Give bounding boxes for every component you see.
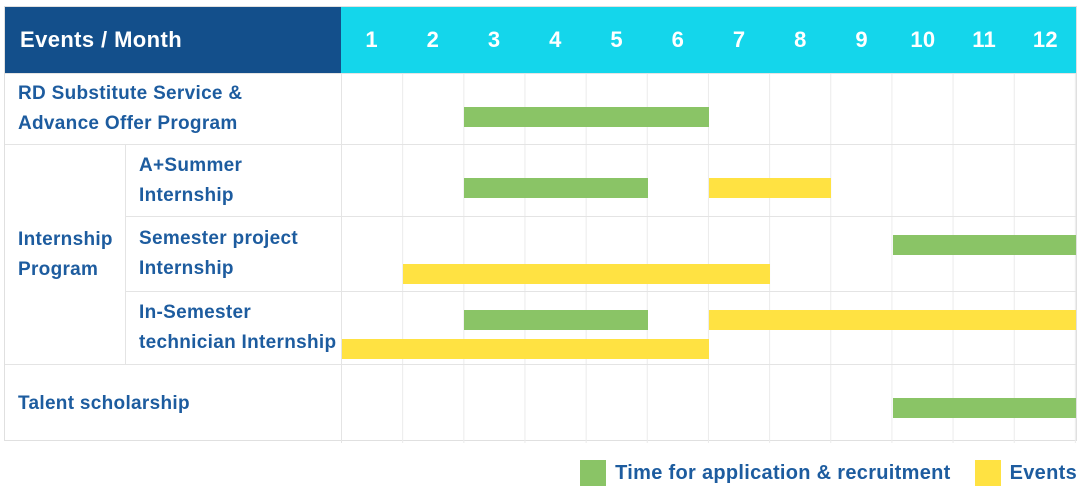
row-label-a-plus-summer: A+Summer Internship (125, 145, 341, 216)
month-header-5: 5 (610, 27, 623, 52)
row-label-line: Internship (139, 258, 234, 279)
row-label-line: Advance Offer Program (18, 113, 238, 134)
row-label-line: Talent scholarship (18, 393, 190, 414)
application-bar (892, 398, 1076, 418)
legend-item-events: Events (974, 460, 1077, 486)
gantt-track-talent-scholarship (341, 365, 1076, 443)
month-header-4: 4 (549, 27, 562, 52)
month-header-3: 3 (487, 27, 501, 52)
month-header-11: 11 (972, 27, 997, 52)
application-bar (464, 107, 709, 127)
event-bar (709, 310, 1076, 330)
event-bar (709, 178, 832, 198)
row-label-in-semester-technician: In-Semester technician Internship (125, 292, 341, 364)
row-label-line: Internship (139, 184, 234, 206)
internship-program-group: Internship Program A+Summer Internship S… (5, 144, 1076, 364)
table-row: Semester project Internship (125, 216, 1076, 291)
application-bar (892, 235, 1076, 255)
table-row: RD Substitute Service & Advance Offer Pr… (5, 73, 1076, 144)
schedule-table: Events / Month 1 2 3 4 5 6 7 8 9 10 11 12 RD Substi… (4, 6, 1077, 443)
row-label-rd-substitute: RD Substitute Service & Advance Offer Pr… (5, 74, 341, 144)
row-label-line: Semester project (139, 228, 298, 249)
table-title: Events / Month (20, 27, 183, 52)
row-label-line: RD Substitute Service & (18, 83, 243, 104)
gantt-track-in-semester-technician (341, 292, 1076, 364)
gantt-track-rd-substitute (341, 74, 1076, 144)
group-label-internship-program: Internship Program (5, 145, 125, 364)
internship-program-rows: A+Summer Internship Semester project Int… (125, 145, 1076, 364)
events-color-swatch-icon (974, 460, 1001, 486)
event-bar (342, 339, 709, 359)
row-label-talent-scholarship: Talent scholarship (5, 365, 341, 443)
row-label-semester-project: Semester project Internship (125, 217, 341, 291)
legend-label-events: Events (1009, 461, 1077, 484)
application-color-swatch-icon (580, 460, 607, 486)
month-header-row: 1 2 3 4 5 6 7 8 9 10 11 12 (341, 7, 1076, 73)
table-row: Talent scholarship (5, 364, 1076, 443)
table-row: In-Semester technician Internship (125, 291, 1076, 364)
events-month-header-cell: Events / Month (5, 7, 341, 73)
gantt-track-semester-project (341, 217, 1076, 291)
table-row: A+Summer Internship (125, 145, 1076, 216)
month-header-7: 7 (732, 27, 746, 52)
group-label-line: Internship (18, 228, 113, 250)
group-label-line: Program (18, 258, 99, 280)
month-header-2: 2 (426, 27, 440, 52)
gantt-track-a-plus-summer (341, 145, 1076, 216)
month-header-1: 1 (365, 27, 378, 52)
legend-item-application: Time for application & recruitment (580, 460, 950, 486)
application-bar (464, 178, 648, 198)
event-bar (403, 264, 771, 284)
legend: Time for application & recruitment Event… (4, 456, 1077, 490)
month-header-9: 9 (855, 27, 868, 52)
table-header-row: Events / Month 1 2 3 4 5 6 7 8 9 10 11 12 (5, 7, 1076, 73)
month-header-10: 10 (910, 27, 936, 52)
month-header-8: 8 (794, 27, 807, 52)
legend-label-application: Time for application & recruitment (615, 461, 951, 484)
row-label-line: technician Internship (139, 332, 337, 353)
application-bar (464, 310, 648, 330)
month-header-6: 6 (671, 27, 685, 52)
row-label-line: In-Semester (139, 302, 252, 323)
row-label-line: A+Summer (139, 154, 243, 176)
month-header-12: 12 (1032, 27, 1058, 52)
